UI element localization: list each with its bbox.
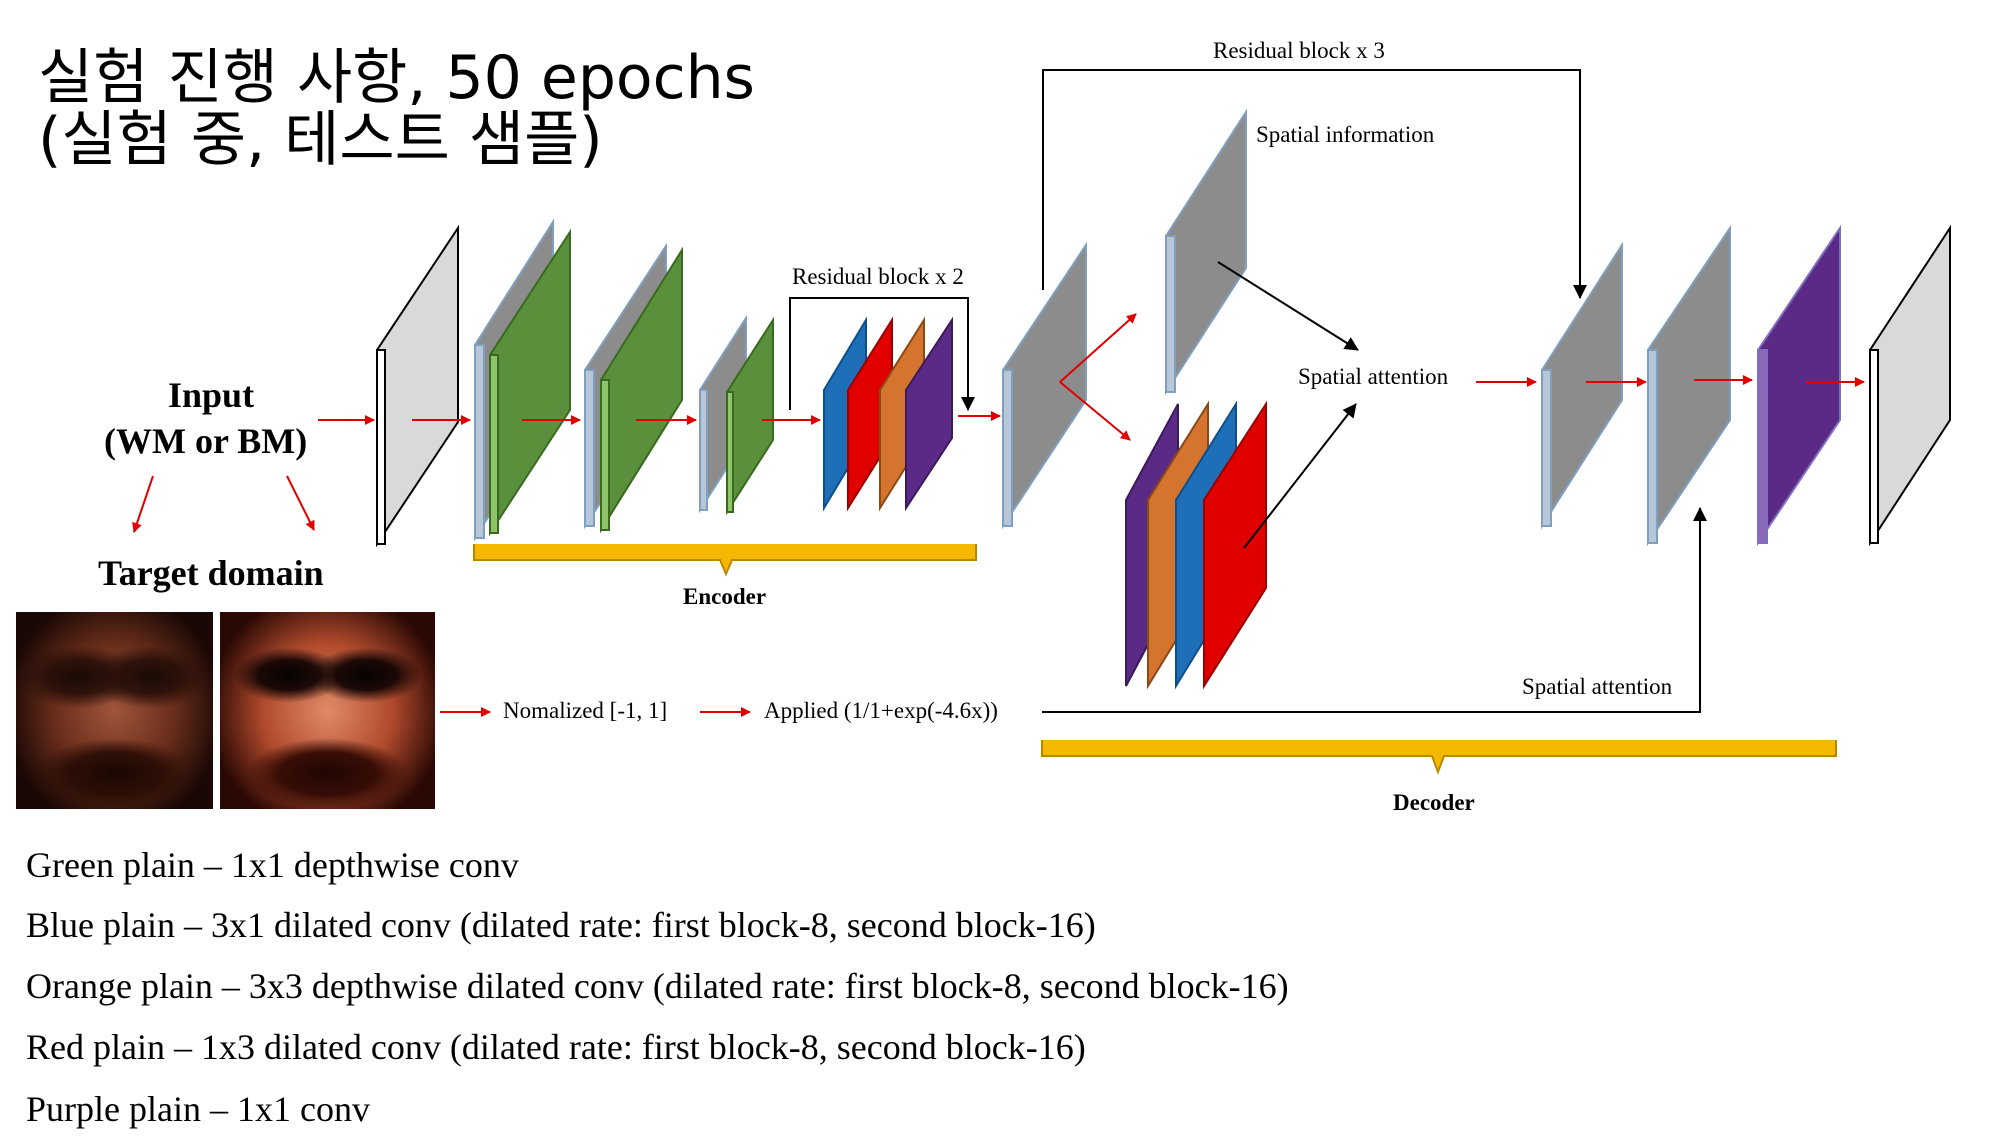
- decoder-brace: [1041, 740, 1837, 775]
- input-label-line-2: (WM or BM): [104, 421, 308, 461]
- normalized-label: Nomalized [-1, 1]: [503, 698, 668, 723]
- input-label-line-1: Input: [168, 375, 255, 415]
- spatial-attention-center-label: Spatial attention: [1298, 364, 1449, 389]
- title-line-2: (실험 중, 테스트 샘플): [38, 105, 603, 175]
- output-plane: [1869, 224, 1951, 547]
- spatial-information-plane: [1165, 108, 1247, 396]
- target-face-bm: [220, 612, 435, 809]
- spatial-attention-path: [1042, 507, 1707, 713]
- arrow-spatial-info-to-attention: [1217, 261, 1359, 351]
- residual-x3-bracket: [1042, 69, 1587, 299]
- target-domain-label: Target domain: [98, 553, 324, 593]
- residual-x3-label: Residual block x 3: [1213, 38, 1385, 63]
- target-face-wm: [16, 612, 213, 809]
- spatial-information-label: Spatial information: [1256, 122, 1435, 147]
- applied-label: Applied (1/1+exp(-4.6x)): [764, 698, 998, 723]
- bottleneck-plane: [1002, 241, 1087, 530]
- residual-block-layers: [823, 316, 953, 512]
- encoder-block-2: [584, 242, 683, 534]
- dilated-conv-stack: [1125, 400, 1267, 690]
- red-flow-arrows: [132, 313, 1865, 717]
- legend-item-purple: Purple plain – 1x1 conv: [26, 1089, 370, 1129]
- encoder-block-3: [699, 314, 774, 516]
- residual-x2-label: Residual block x 2: [792, 264, 964, 289]
- encoder-block-1: [474, 218, 571, 542]
- encoder-label: Encoder: [683, 584, 767, 609]
- residual-x2-bracket: [789, 297, 975, 411]
- legend-item-blue: Blue plain – 3x1 dilated conv (dilated r…: [26, 905, 1096, 945]
- encoder-brace: [473, 544, 977, 577]
- title-line-1: 실험 진행 사항, 50 epochs: [38, 43, 755, 113]
- arrow-stack-to-attention: [1243, 403, 1357, 549]
- decoder-plane-purple: [1757, 224, 1841, 547]
- spatial-attention-bottom-label: Spatial attention: [1522, 674, 1673, 699]
- legend-item-orange: Orange plain – 3x3 depthwise dilated con…: [26, 966, 1289, 1006]
- decoder-plane-1: [1541, 241, 1623, 530]
- decoder-plane-2: [1647, 224, 1731, 547]
- decoder-label: Decoder: [1393, 790, 1475, 815]
- input-plane: [376, 224, 459, 548]
- legend-item-red: Red plain – 1x3 dilated conv (dilated ra…: [26, 1027, 1086, 1067]
- legend-item-green: Green plain – 1x1 depthwise conv: [26, 845, 519, 885]
